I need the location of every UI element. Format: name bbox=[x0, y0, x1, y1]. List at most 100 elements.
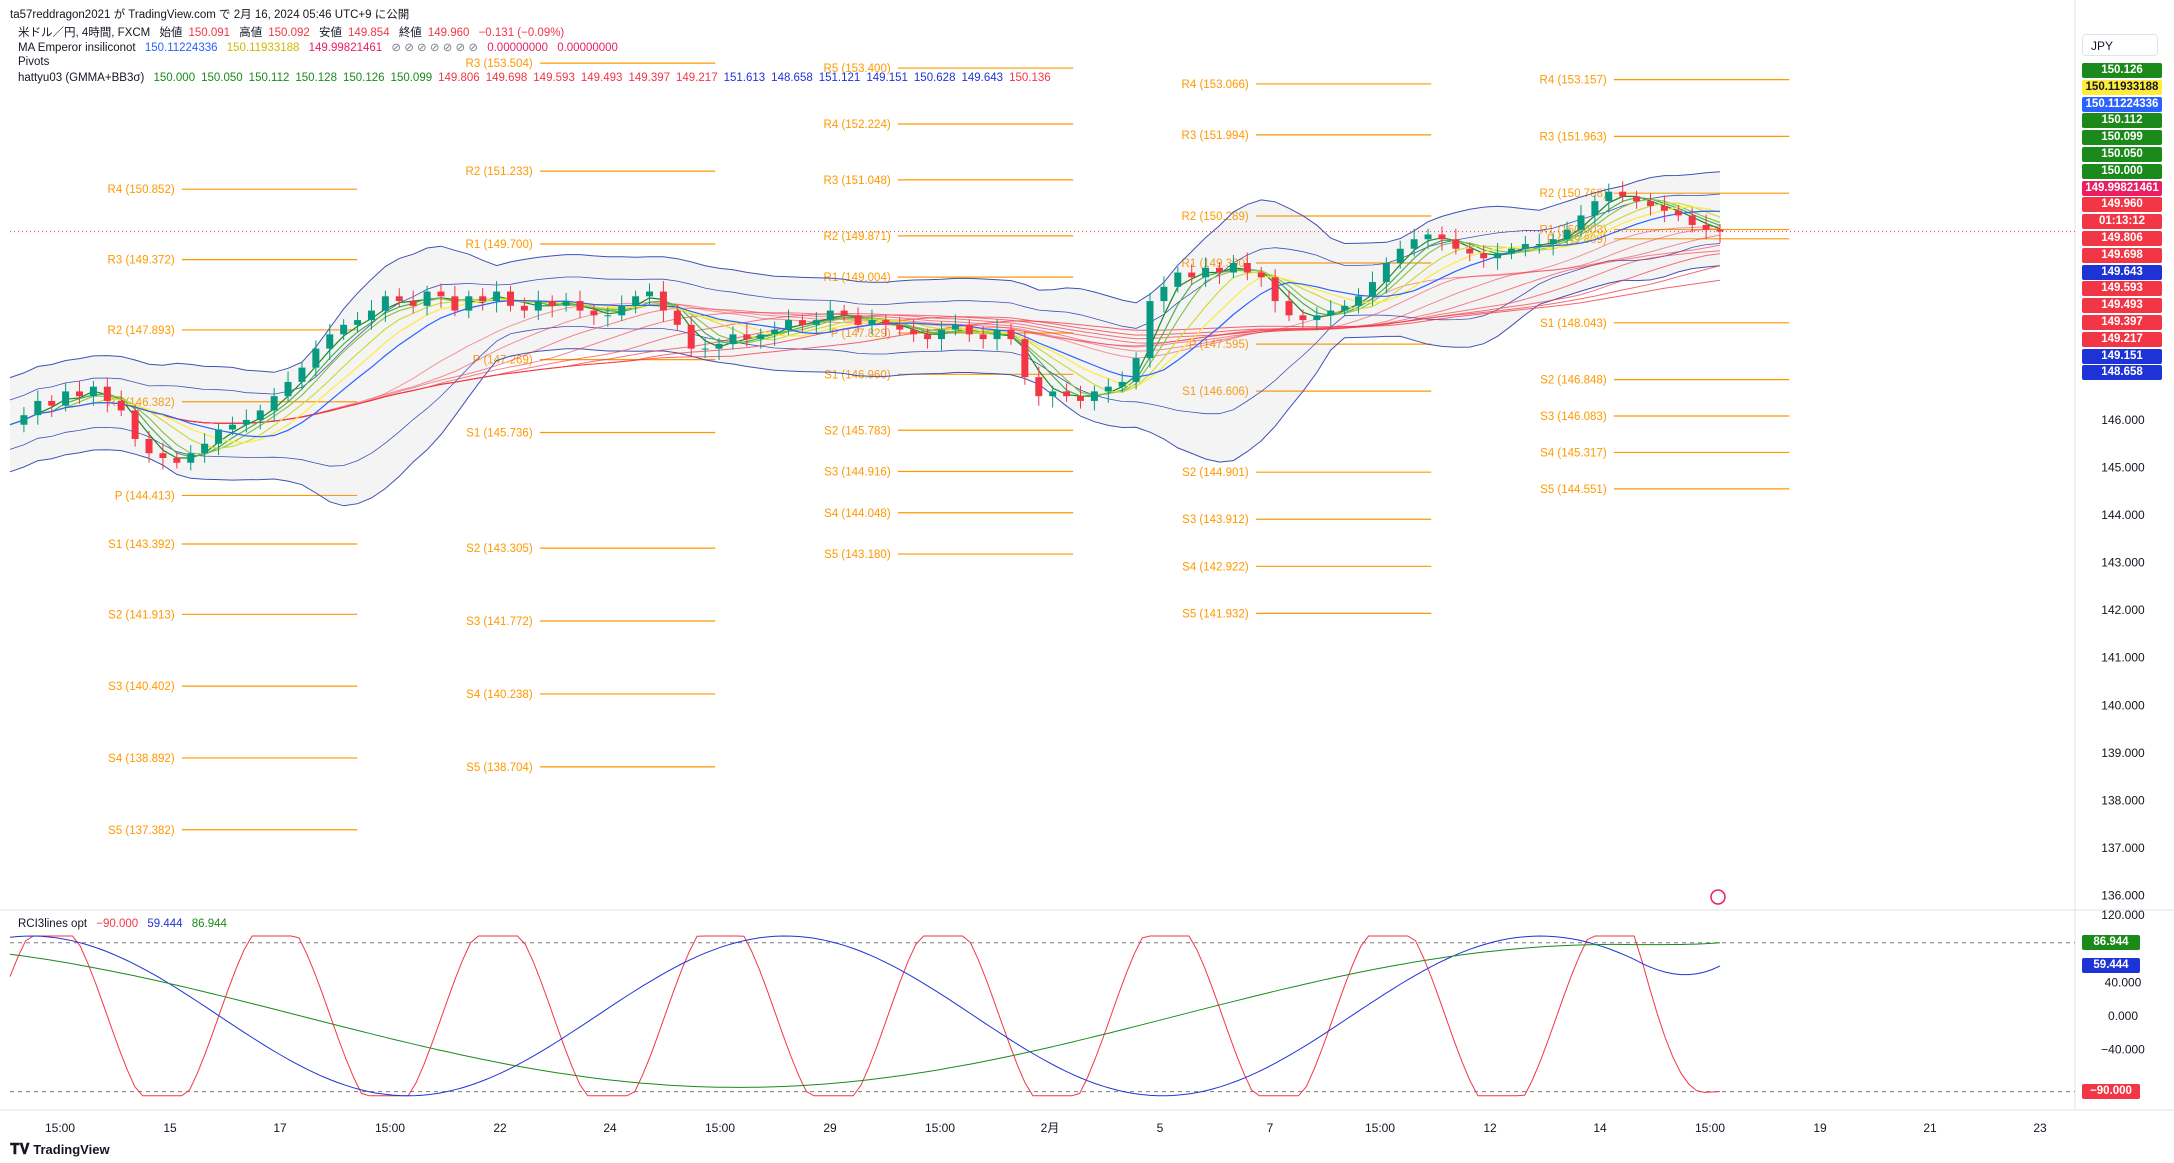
price-badge: 150.099 bbox=[2082, 130, 2162, 146]
candle-body bbox=[687, 324, 695, 349]
price-tick-label: 143.000 bbox=[2101, 556, 2145, 570]
candle-body bbox=[951, 324, 959, 330]
time-axis-label: 15:00 bbox=[1365, 1121, 1395, 1135]
candle-body bbox=[1605, 191, 1613, 202]
price-badge: 149.397 bbox=[2082, 315, 2162, 330]
candle-body bbox=[757, 334, 765, 340]
hattyu-value: 150.628 bbox=[913, 72, 956, 84]
candle-body bbox=[1035, 377, 1043, 397]
candle-body bbox=[1132, 358, 1140, 382]
symbol-legend: 米ドル／円, 4時間, FXCM 始値 150.091 高値 150.092 安値 1… bbox=[18, 24, 570, 40]
pivot-level-label: S2 (145.783) bbox=[824, 425, 891, 437]
tradingview-logo[interactable]: 𝐓𝐕 TradingView bbox=[10, 1141, 110, 1158]
candle-body bbox=[62, 391, 70, 406]
price-badge: 149.643 bbox=[2082, 264, 2162, 280]
pivot-level-label: P (144.413) bbox=[115, 490, 175, 502]
pivot-level-label: R4 (153.066) bbox=[1182, 79, 1249, 91]
time-axis-label: 15:00 bbox=[705, 1121, 735, 1135]
price-badge: 150.112 bbox=[2082, 113, 2162, 129]
hattyu-value: 149.151 bbox=[866, 72, 908, 84]
price-tick-label: 145.000 bbox=[2101, 461, 2145, 475]
candle-body bbox=[1049, 391, 1057, 397]
time-axis-label: 17 bbox=[273, 1121, 287, 1135]
time-axis-label: 29 bbox=[823, 1121, 837, 1135]
candle-body bbox=[868, 320, 876, 325]
pivot-level-label: R2 (149.871) bbox=[824, 231, 891, 243]
rci-tick-label: 40.000 bbox=[2105, 975, 2142, 989]
pivot-level-label: S5 (137.382) bbox=[108, 825, 175, 837]
hattyu-value: 149.643 bbox=[961, 72, 1004, 84]
pivot-level-label: S5 (138.704) bbox=[466, 762, 533, 774]
publish-header: ta57reddragon2021 が TradingView.com で 2月… bbox=[10, 9, 410, 21]
candle-body bbox=[993, 329, 1001, 340]
symbol-title: 米ドル／円, 4時間, FXCM bbox=[18, 27, 151, 39]
price-badge: 149.217 bbox=[2082, 331, 2162, 347]
candle-body bbox=[1160, 286, 1168, 302]
time-axis-label: 15:00 bbox=[925, 1121, 955, 1135]
hattyu-legend[interactable]: hattyu03 (GMMA+BB3σ) 150.000 150.050 150.1… bbox=[18, 72, 1063, 84]
candle-body bbox=[201, 443, 209, 454]
currency-button[interactable]: JPY bbox=[2082, 34, 2158, 56]
candle-body bbox=[896, 324, 904, 330]
candle-body bbox=[1174, 272, 1182, 287]
candle-body bbox=[701, 348, 709, 350]
ohlc-close: 終値 149.960 bbox=[398, 27, 470, 39]
candle-body bbox=[215, 429, 223, 444]
price-change: −0.131 (−0.09%) bbox=[478, 27, 565, 39]
pivot-level-label: S1 (146.606) bbox=[1182, 386, 1249, 398]
candle-body bbox=[1619, 191, 1627, 197]
pivot-level-label: S1 (145.736) bbox=[466, 428, 533, 440]
hattyu-values: 150.000 150.050 150.112 150.128 150.126 150.0… bbox=[154, 72, 1057, 84]
price-tick-label: 138.000 bbox=[2101, 793, 2145, 807]
pivot-level-label: R3 (149.372) bbox=[108, 255, 175, 267]
candle-body bbox=[632, 296, 640, 306]
candle-body bbox=[228, 424, 236, 430]
candle-body bbox=[965, 324, 973, 335]
price-badge: 150.050 bbox=[2082, 147, 2162, 162]
candle-body bbox=[562, 301, 570, 306]
candle-body bbox=[882, 320, 890, 325]
candle-body bbox=[381, 296, 389, 311]
hattyu-value: 150.128 bbox=[295, 72, 337, 84]
rci-legend[interactable]: RCI3lines opt −90.000 59.444 86.944 bbox=[18, 918, 233, 930]
price-badge: 150.11224336 bbox=[2082, 96, 2162, 112]
hattyu-value: 148.658 bbox=[771, 72, 813, 84]
alert-icon[interactable] bbox=[1710, 889, 1726, 905]
candle-body bbox=[1382, 263, 1390, 283]
pivot-level-label: S1 (148.043) bbox=[1540, 318, 1607, 330]
candle-body bbox=[743, 334, 751, 340]
time-axis-label: 19 bbox=[1813, 1121, 1827, 1135]
bollinger-fill bbox=[10, 171, 1720, 506]
ma-emperor-legend[interactable]: MA Emperor insiliconot 150.11224336 150.… bbox=[18, 40, 624, 54]
pivot-level-label: P (147.829) bbox=[831, 328, 891, 340]
pivot-level-label: R3 (153.504) bbox=[466, 58, 533, 70]
price-badge: 148.658 bbox=[2082, 365, 2162, 381]
pivot-level-label: R2 (151.233) bbox=[466, 166, 533, 178]
candle-body bbox=[618, 305, 626, 316]
rci-tick-label: −40.000 bbox=[2101, 1043, 2145, 1057]
candle-body bbox=[326, 334, 334, 349]
pivot-level-label: S3 (141.772) bbox=[466, 616, 533, 628]
rci-value-short: −90.000 bbox=[96, 918, 139, 930]
candle-body bbox=[1535, 243, 1543, 245]
pivot-level-label: R1 (149.004) bbox=[824, 272, 891, 284]
candle-body bbox=[646, 291, 654, 297]
candle-body bbox=[1216, 267, 1224, 273]
hattyu-value: 149.217 bbox=[676, 72, 718, 84]
pivots-name: Pivots bbox=[18, 56, 50, 68]
pivot-level-label: R3 (151.963) bbox=[1540, 131, 1607, 143]
candle-body bbox=[1549, 239, 1557, 244]
price-badge: 149.493 bbox=[2082, 298, 2162, 314]
candle-body bbox=[1285, 301, 1293, 316]
candle-body bbox=[409, 301, 417, 306]
candle-body bbox=[1327, 310, 1335, 316]
hattyu-value: 149.806 bbox=[438, 72, 480, 84]
price-badge: 149.698 bbox=[2082, 247, 2162, 263]
candle-body bbox=[256, 410, 264, 420]
candle-body bbox=[465, 296, 473, 311]
pivot-level-label: R4 (152.224) bbox=[824, 119, 891, 131]
pivots-legend[interactable]: Pivots bbox=[18, 56, 55, 68]
candle-body bbox=[771, 329, 779, 335]
